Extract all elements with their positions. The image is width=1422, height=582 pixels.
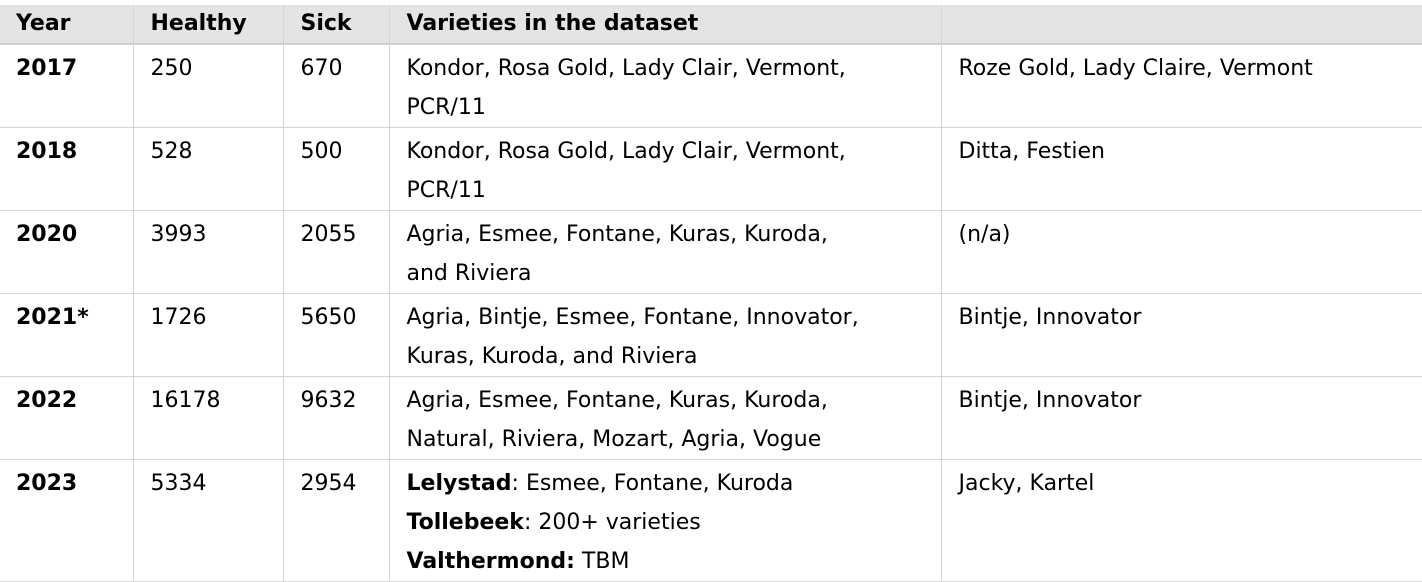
location-name: Tollebeek xyxy=(406,510,524,535)
year-cell: 2023 xyxy=(0,459,133,582)
extra-cell: (n/a) xyxy=(940,210,1422,294)
varieties-cell: Kondor, Rosa Gold, Lady Clair, Vermont, … xyxy=(388,127,941,211)
varieties-line: Agria, Esmee, Fontane, Kuras, Kuroda, xyxy=(406,222,828,247)
table-row: 2017 250 670 Kondor, Rosa Gold, Lady Cla… xyxy=(0,44,1422,128)
varieties-cell: Lelystad: Esmee, Fontane, Kuroda Tollebe… xyxy=(388,459,941,582)
location-varieties: TBM xyxy=(581,549,630,574)
varieties-cell: Kondor, Rosa Gold, Lady Clair, Vermont, … xyxy=(388,44,941,128)
varieties-line: and Riviera xyxy=(406,261,532,286)
healthy-cell: 3993 xyxy=(132,210,283,294)
table-row: 2020 3993 2055 Agria, Esmee, Fontane, Ku… xyxy=(0,210,1422,294)
varieties-cell: Agria, Esmee, Fontane, Kuras, Kuroda, an… xyxy=(388,210,941,294)
table-row: 2021* 1726 5650 Agria, Bintje, Esmee, Fo… xyxy=(0,293,1422,377)
location-separator xyxy=(575,549,582,574)
extra-cell: Roze Gold, Lady Claire, Vermont xyxy=(940,44,1422,128)
year-cell: 2021* xyxy=(0,293,133,377)
healthy-cell: 1726 xyxy=(132,293,283,377)
location-line: Valthermond: TBM xyxy=(407,542,941,581)
varieties-cell: Agria, Bintje, Esmee, Fontane, Innovator… xyxy=(388,293,941,377)
location-name: Lelystad xyxy=(406,471,512,496)
extra-cell: Ditta, Festien xyxy=(940,127,1422,211)
sick-cell: 2954 xyxy=(282,459,389,582)
extra-cell: Bintje, Innovator xyxy=(940,293,1422,377)
varieties-table: Year Healthy Sick Varieties in the datas… xyxy=(0,5,1422,582)
header-healthy: Healthy xyxy=(132,5,283,45)
sick-cell: 9632 xyxy=(282,376,389,460)
extra-cell: Bintje, Innovator xyxy=(940,376,1422,460)
sick-cell: 500 xyxy=(282,127,389,211)
sick-cell: 670 xyxy=(282,44,389,128)
year-cell: 2020 xyxy=(0,210,133,294)
table-row: 2023 5334 2954 Lelystad: Esmee, Fontane,… xyxy=(0,459,1422,582)
location-name: Valthermond: xyxy=(406,549,575,574)
healthy-cell: 250 xyxy=(132,44,283,128)
varieties-line: PCR/11 xyxy=(406,178,486,203)
header-extra xyxy=(940,5,1422,45)
sick-cell: 5650 xyxy=(282,293,389,377)
header-varieties: Varieties in the dataset xyxy=(388,5,941,45)
extra-cell: Jacky, Kartel xyxy=(940,459,1422,582)
healthy-cell: 528 xyxy=(132,127,283,211)
location-separator: : xyxy=(523,510,539,535)
table-header-row: Year Healthy Sick Varieties in the datas… xyxy=(0,5,1422,45)
varieties-line: Natural, Riviera, Mozart, Agria, Vogue xyxy=(406,427,822,452)
varieties-line: PCR/11 xyxy=(406,95,486,120)
healthy-cell: 16178 xyxy=(132,376,283,460)
year-cell: 2022 xyxy=(0,376,133,460)
location-varieties: 200+ varieties xyxy=(538,510,701,535)
location-separator: : xyxy=(511,471,526,496)
year-cell: 2017 xyxy=(0,44,133,128)
table-row: 2018 528 500 Kondor, Rosa Gold, Lady Cla… xyxy=(0,127,1422,211)
varieties-line: Kuras, Kuroda, and Riviera xyxy=(406,344,698,369)
location-line: Lelystad: Esmee, Fontane, Kuroda xyxy=(407,464,941,503)
sick-cell: 2055 xyxy=(282,210,389,294)
location-line: Tollebeek: 200+ varieties xyxy=(407,503,941,542)
header-sick: Sick xyxy=(282,5,389,45)
varieties-cell: Agria, Esmee, Fontane, Kuras, Kuroda, Na… xyxy=(388,376,941,460)
header-year: Year xyxy=(0,5,133,45)
varieties-line: Kondor, Rosa Gold, Lady Clair, Vermont, xyxy=(406,56,846,81)
varieties-line: Agria, Bintje, Esmee, Fontane, Innovator… xyxy=(406,305,859,330)
year-cell: 2018 xyxy=(0,127,133,211)
location-varieties: Esmee, Fontane, Kuroda xyxy=(525,471,794,496)
healthy-cell: 5334 xyxy=(132,459,283,582)
varieties-line: Kondor, Rosa Gold, Lady Clair, Vermont, xyxy=(406,139,846,164)
table-row: 2022 16178 9632 Agria, Esmee, Fontane, K… xyxy=(0,376,1422,460)
varieties-line: Agria, Esmee, Fontane, Kuras, Kuroda, xyxy=(406,388,828,413)
